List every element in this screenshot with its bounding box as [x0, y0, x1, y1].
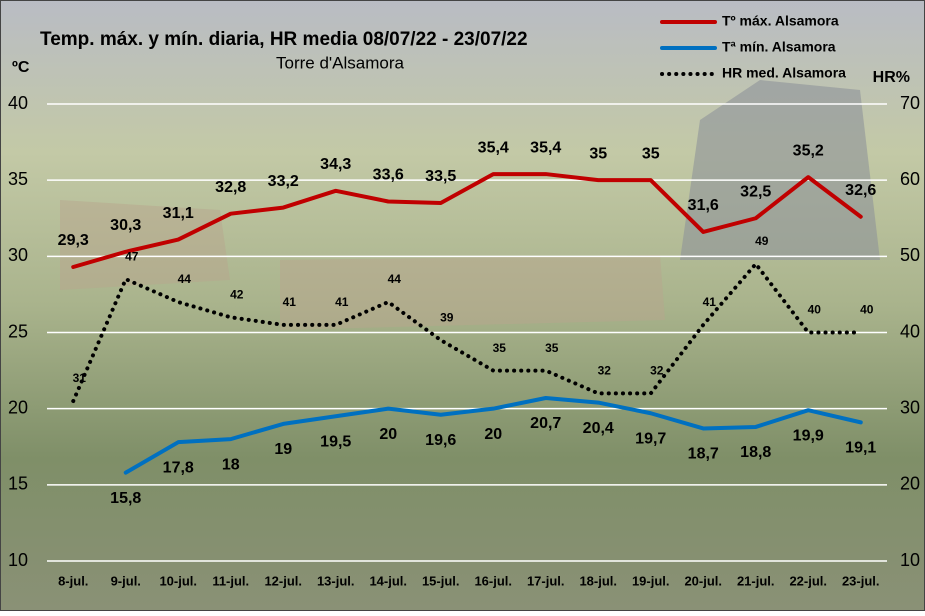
- x-tick-label: 13-jul.: [317, 573, 355, 588]
- y-tick-label: 30: [8, 245, 28, 265]
- x-tick-label: 23-jul.: [842, 573, 880, 588]
- legend-label: Tº máx. Alsamora: [722, 13, 839, 29]
- data-label: 31,1: [163, 205, 194, 222]
- y2-tick-label: 30: [900, 397, 920, 417]
- data-label: 35: [642, 145, 660, 162]
- data-label: 41: [283, 295, 297, 309]
- data-label: 33,5: [425, 168, 456, 185]
- data-label: 31,6: [688, 197, 719, 214]
- data-label: 19,9: [793, 427, 824, 444]
- data-label: 35: [589, 145, 607, 162]
- series-line: [71, 172, 863, 269]
- legend-label: HR med. Alsamora: [722, 65, 846, 81]
- data-label: 30,3: [110, 217, 141, 234]
- chart-subtitle: Torre d'Alsamora: [276, 53, 405, 72]
- data-label: 19,6: [425, 432, 456, 449]
- mountain: [680, 80, 880, 260]
- chart-title: Temp. máx. y mín. diaria, HR media 08/07…: [40, 29, 528, 50]
- data-label: 32,5: [740, 183, 771, 200]
- data-label: 44: [178, 272, 192, 286]
- x-tick-label: 20-jul.: [684, 573, 722, 588]
- y-tick-label: 40: [8, 93, 28, 113]
- buildings: [60, 200, 665, 330]
- y-tick-label: 15: [8, 474, 28, 494]
- x-tick-label: 15-jul.: [422, 573, 460, 588]
- data-label: 49: [755, 234, 769, 248]
- data-label: 34,3: [320, 156, 351, 173]
- data-label: 20: [484, 426, 502, 443]
- x-tick-label: 10-jul.: [159, 573, 197, 588]
- y2-tick-label: 40: [900, 321, 920, 341]
- x-tick-label: 22-jul.: [789, 573, 827, 588]
- legend-label: Tª mín. Alsamora: [722, 39, 836, 55]
- data-label: 40: [860, 303, 874, 317]
- data-label: 47: [125, 249, 139, 263]
- data-label: 32,6: [845, 182, 876, 199]
- x-tick-label: 11-jul.: [212, 573, 249, 588]
- y2-tick-label: 70: [900, 93, 920, 113]
- data-label: 19,5: [320, 434, 351, 451]
- x-tick-label: 8-jul.: [58, 573, 88, 588]
- y-tick-label: 35: [8, 169, 28, 189]
- y2-tick-label: 10: [900, 550, 920, 570]
- y2-tick-label: 20: [900, 474, 920, 494]
- data-label: 32: [598, 364, 612, 378]
- x-tick-label: 12-jul.: [264, 573, 302, 588]
- series-line: [71, 261, 863, 404]
- data-label: 32,8: [215, 179, 246, 196]
- data-label: 19,1: [845, 440, 876, 457]
- data-label: 35: [493, 341, 507, 355]
- y2-axis-title: HR%: [873, 69, 910, 86]
- y-axis-title: ºC: [12, 59, 30, 76]
- y-tick-label: 20: [8, 397, 28, 417]
- data-label: 29,3: [58, 232, 89, 249]
- x-tick-label: 21-jul.: [737, 573, 775, 588]
- data-label: 33,2: [268, 173, 299, 190]
- data-label: 33,6: [373, 167, 404, 184]
- x-tick-label: 14-jul.: [369, 573, 407, 588]
- data-label: 18: [222, 456, 240, 473]
- data-label: 32: [650, 364, 664, 378]
- x-tick-label: 9-jul.: [111, 573, 141, 588]
- data-label: 40: [808, 303, 822, 317]
- y-tick-label: 25: [8, 321, 28, 341]
- data-label: 44: [388, 272, 402, 286]
- data-label: 15,8: [110, 490, 141, 507]
- x-tick-label: 18-jul.: [579, 573, 617, 588]
- y2-tick-label: 60: [900, 169, 920, 189]
- data-label: 39: [440, 310, 454, 324]
- data-label: 19,7: [635, 430, 666, 447]
- data-label: 18,8: [740, 444, 771, 461]
- data-label: 41: [703, 295, 717, 309]
- y2-tick-label: 50: [900, 245, 920, 265]
- y-tick-label: 10: [8, 550, 28, 570]
- x-tick-label: 16-jul.: [474, 573, 512, 588]
- data-label: 35: [545, 341, 559, 355]
- data-label: 20,7: [530, 415, 561, 432]
- data-label: 42: [230, 287, 244, 301]
- data-label: 31: [73, 371, 87, 385]
- data-label: 41: [335, 295, 349, 309]
- series-line: [123, 396, 863, 475]
- data-label: 35,2: [793, 142, 824, 159]
- data-label: 17,8: [163, 459, 194, 476]
- data-label: 35,4: [530, 139, 561, 156]
- x-tick-label: 19-jul.: [632, 573, 670, 588]
- data-label: 20: [379, 426, 397, 443]
- data-label: 20,4: [583, 420, 614, 437]
- data-label: 35,4: [478, 139, 509, 156]
- x-tick-label: 17-jul.: [527, 573, 565, 588]
- data-label: 19: [274, 441, 292, 458]
- data-label: 18,7: [688, 446, 719, 463]
